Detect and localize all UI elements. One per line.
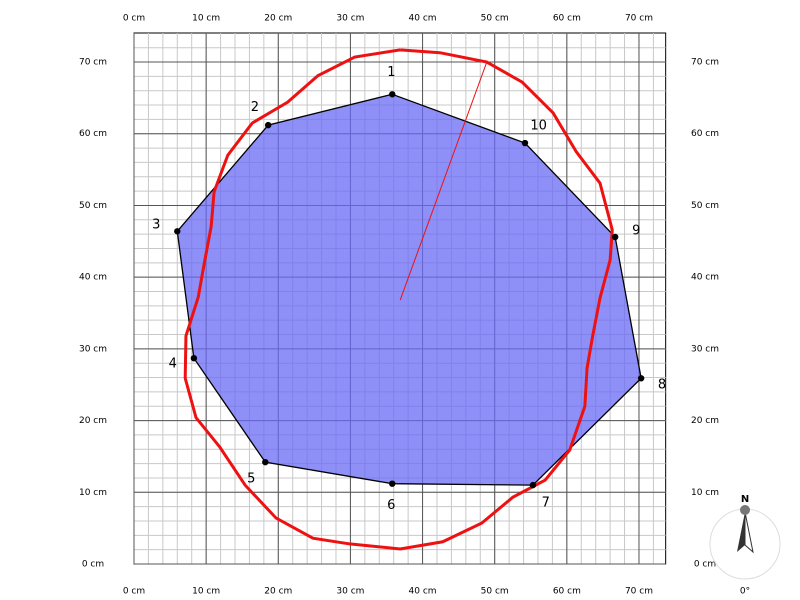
y-tick-label: 70 cm: [691, 58, 719, 68]
plot: [133, 32, 667, 565]
vertex: [529, 481, 537, 489]
y-tick-label: 50 cm: [79, 201, 107, 211]
compass: N 0°: [709, 494, 781, 597]
vertex: [637, 375, 645, 382]
compass-needle: [737, 512, 745, 552]
vertex-label: 9: [632, 223, 640, 238]
vertex-label: 3: [152, 217, 160, 232]
y-tick-label: 20 cm: [79, 416, 107, 426]
vertex-label: 7: [542, 496, 550, 511]
vertex: [389, 480, 396, 487]
x-tick-label: 60 cm: [553, 14, 581, 24]
vertex-label: 5: [247, 472, 255, 487]
vertex-label: 8: [658, 378, 666, 393]
compass-needle: [744, 511, 754, 554]
x-tick-label: 60 cm: [553, 587, 581, 597]
pointer-line: [399, 61, 488, 301]
y-tick-label: 30 cm: [691, 344, 719, 354]
vertex: [174, 228, 181, 235]
x-tick-label: 0 cm: [123, 14, 145, 24]
vertex-label: 1: [387, 65, 395, 80]
vertex: [389, 91, 396, 98]
x-tick-label: 70 cm: [625, 14, 653, 24]
x-tick-label: 30 cm: [336, 587, 364, 597]
vertex-label: 2: [251, 100, 259, 115]
x-tick-label: 10 cm: [192, 14, 220, 24]
y-tick-label: 10 cm: [79, 488, 107, 498]
x-tick-label: 30 cm: [336, 14, 364, 24]
x-tick-label: 70 cm: [625, 587, 653, 597]
x-tick-label: 20 cm: [264, 14, 292, 24]
x-tick-label: 50 cm: [481, 587, 509, 597]
y-tick-label: 20 cm: [691, 416, 719, 426]
compass-knob: [740, 505, 750, 515]
x-tick-label: 40 cm: [409, 14, 437, 24]
y-tick-label: 40 cm: [79, 273, 107, 283]
x-tick-label: 20 cm: [264, 587, 292, 597]
y-tick-label: 40 cm: [691, 273, 719, 283]
y-tick-label: 50 cm: [691, 201, 719, 211]
x-tick-label: 10 cm: [192, 587, 220, 597]
vertex: [190, 354, 198, 362]
vertex-label: 6: [387, 498, 395, 513]
compass-heading: 0°: [740, 587, 750, 597]
vertex: [264, 121, 272, 129]
vertex: [262, 458, 269, 466]
y-tick-label: 60 cm: [691, 129, 719, 139]
vertex: [521, 139, 529, 147]
outline: [183, 48, 614, 551]
compass-north: N: [741, 494, 749, 505]
vertex-label: 10: [530, 118, 547, 133]
x-tick-label: 50 cm: [481, 14, 509, 24]
x-tick-label: 0 cm: [123, 587, 145, 597]
y-tick-label: 70 cm: [79, 58, 107, 68]
y-tick-label: 0 cm: [694, 560, 716, 570]
y-tick-label: 10 cm: [691, 488, 719, 498]
y-tick-label: 30 cm: [79, 344, 107, 354]
vertex-label: 4: [169, 357, 177, 372]
y-tick-label: 60 cm: [79, 129, 107, 139]
x-tick-label: 40 cm: [409, 587, 437, 597]
vertex: [611, 233, 619, 241]
y-tick-label: 0 cm: [82, 560, 104, 570]
